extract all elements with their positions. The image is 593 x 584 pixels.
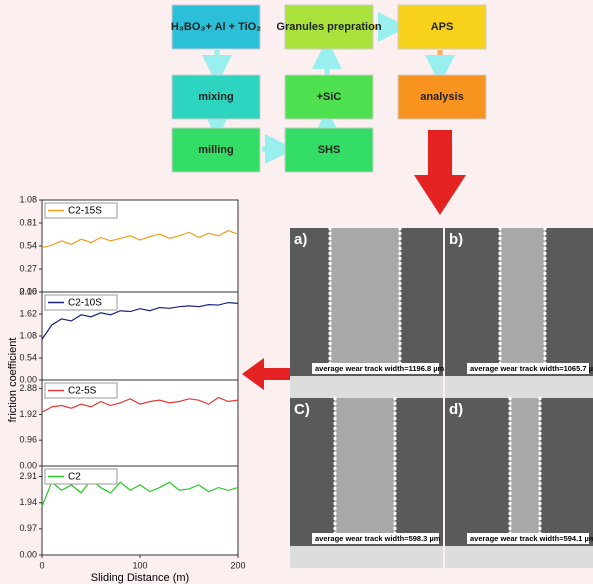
- caption-bg: [467, 363, 589, 374]
- y-tick-label: 1.08: [19, 194, 37, 204]
- sem-caption: average wear track width=1196.8 µm: [315, 364, 445, 373]
- flow-node-label: analysis: [420, 91, 463, 103]
- caption-bg: [467, 533, 589, 544]
- y-tick-label: 2.88: [19, 383, 37, 393]
- flow-node: [284, 74, 374, 120]
- flow-node: [397, 74, 487, 120]
- y-tick-label: 0.00: [19, 460, 37, 470]
- y-tick-label: 0.00: [19, 549, 37, 559]
- legend-label: C2-15S: [68, 206, 102, 217]
- flow-node: [171, 74, 261, 120]
- flow-node-label: Granules prepration: [276, 21, 381, 33]
- sem-info-bar: [290, 376, 443, 398]
- y-tick-label: 0.96: [19, 435, 37, 445]
- flow-node-label: mixing: [198, 91, 233, 103]
- flow-node-label: H₃BO₃+ Al + TiO₂: [171, 21, 261, 33]
- legend-label: C2: [68, 472, 81, 483]
- x-tick-label: 0: [39, 560, 44, 570]
- flow-node: [171, 127, 261, 173]
- x-tick-label: 200: [230, 560, 245, 570]
- caption-bg: [312, 363, 439, 374]
- y-tick-label: 1.62: [19, 308, 37, 318]
- y-tick-label: 2.91: [19, 471, 37, 481]
- legend-box: [44, 202, 118, 219]
- flow-node: [397, 4, 487, 50]
- legend-label: C2-10S: [68, 298, 102, 309]
- flow-node: [284, 4, 374, 50]
- wear-track: [500, 228, 545, 373]
- y-tick-label: 0.00: [19, 286, 37, 296]
- y-tick-label: 0.97: [19, 523, 37, 533]
- series-line: [41, 478, 239, 507]
- caption-bg: [312, 533, 439, 544]
- y-tick-label: 1.94: [19, 497, 37, 507]
- sem-info-bar: [445, 376, 593, 398]
- y-tick-label: 2.16: [19, 286, 37, 296]
- sem-caption: average wear track width=594.1 µm: [470, 534, 593, 543]
- series-line: [41, 230, 239, 249]
- y-tick-label: 0.00: [19, 374, 37, 384]
- flow-node-label: milling: [198, 144, 233, 156]
- x-tick-label: 100: [132, 560, 147, 570]
- sem-label: b): [449, 231, 463, 248]
- y-tick-label: 0.54: [19, 240, 37, 250]
- sem-info-bar: [290, 546, 443, 568]
- x-axis-label: Sliding Distance (m): [91, 572, 189, 584]
- sem-label: d): [449, 401, 463, 418]
- y-tick-label: 0.81: [19, 217, 37, 227]
- flow-arrows: [202, 12, 455, 164]
- down-arrow: [414, 130, 466, 215]
- legend-box: [44, 468, 118, 485]
- wear-track: [510, 398, 540, 543]
- flow-node-label: APS: [431, 21, 454, 33]
- sem-caption: average wear track width=1065.7 µm: [470, 364, 593, 373]
- y-axis-label: friction coefficient: [7, 338, 19, 423]
- series-line: [41, 396, 239, 413]
- sem-label: C): [294, 401, 310, 418]
- wear-track: [335, 398, 395, 543]
- sem-label: a): [294, 231, 307, 248]
- flow-node: [284, 127, 374, 173]
- left-arrow: [242, 358, 290, 390]
- y-tick-label: 0.27: [19, 263, 37, 273]
- sem-caption: average wear track width=598.3 µm: [315, 534, 441, 543]
- flow-node-label: SHS: [318, 144, 341, 156]
- sem-info-bar: [445, 546, 593, 568]
- legend-box: [44, 294, 118, 311]
- flow-node-label: +SiC: [317, 91, 342, 103]
- wear-track: [330, 228, 400, 373]
- y-tick-label: 1.08: [19, 330, 37, 340]
- y-tick-label: 1.92: [19, 409, 37, 419]
- legend-label: C2-5S: [68, 386, 97, 397]
- series-line: [41, 301, 239, 340]
- flow-node: [171, 4, 261, 50]
- y-tick-label: 0.54: [19, 352, 37, 362]
- legend-box: [44, 382, 118, 399]
